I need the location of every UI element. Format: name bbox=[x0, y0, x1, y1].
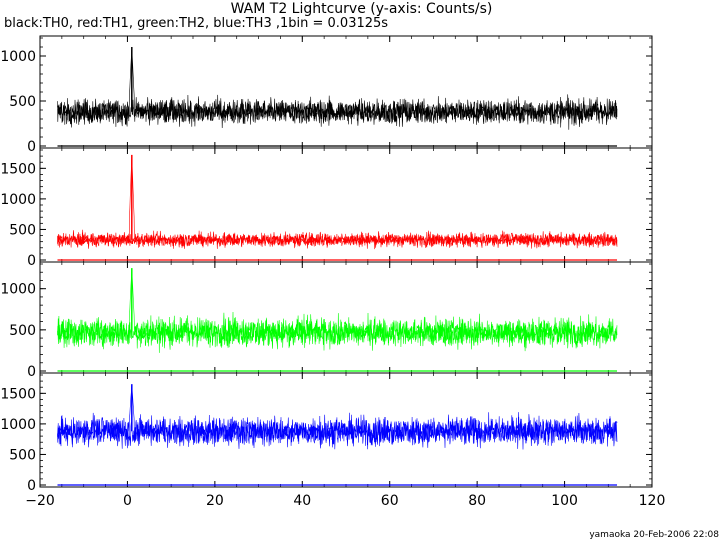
x-tick-label: 0 bbox=[123, 493, 132, 509]
x-tick-label: 80 bbox=[468, 493, 486, 509]
series-line-2-TH0 bbox=[57, 94, 618, 130]
series-line-TH1 bbox=[57, 159, 618, 250]
chart-title: WAM T2 Lightcurve (y-axis: Counts/s) bbox=[230, 1, 493, 17]
y-tick-label-TH1: 1500 bbox=[0, 161, 36, 177]
series-line-TH0 bbox=[57, 50, 618, 128]
y-tick-label-TH3: 1500 bbox=[0, 386, 36, 402]
x-tick-label: 40 bbox=[293, 493, 311, 509]
y-tick-label-TH1: 1000 bbox=[0, 192, 36, 208]
x-tick-label: 60 bbox=[381, 493, 399, 509]
x-tick-label: 100 bbox=[551, 493, 578, 509]
y-tick-label-TH2: 0 bbox=[27, 364, 36, 380]
chart-subtitle: black:TH0, red:TH1, green:TH2, blue:TH3 … bbox=[4, 16, 389, 31]
y-tick-label-TH3: 0 bbox=[27, 478, 36, 494]
y-tick-label-TH0: 1000 bbox=[0, 49, 36, 65]
y-tick-label-TH1: 0 bbox=[27, 253, 36, 269]
y-tick-label-TH2: 1000 bbox=[0, 282, 36, 298]
y-tick-label-TH3: 500 bbox=[9, 447, 36, 463]
y-tick-label-TH0: 500 bbox=[9, 94, 36, 110]
x-tick-label: 20 bbox=[206, 493, 224, 509]
y-tick-label-TH1: 500 bbox=[9, 222, 36, 238]
series-line-2-TH2 bbox=[57, 311, 618, 353]
y-tick-label-TH2: 500 bbox=[9, 323, 36, 339]
y-tick-label-TH3: 1000 bbox=[0, 417, 36, 433]
y-tick-label-TH0: 0 bbox=[27, 139, 36, 155]
series-line-2-TH1 bbox=[57, 230, 618, 249]
series-line-2-TH3 bbox=[57, 412, 618, 450]
footer-stamp: yamaoka 20-Feb-2006 22:08 bbox=[589, 530, 719, 540]
x-tick-label: −20 bbox=[25, 493, 55, 509]
x-tick-label: 120 bbox=[639, 493, 666, 509]
